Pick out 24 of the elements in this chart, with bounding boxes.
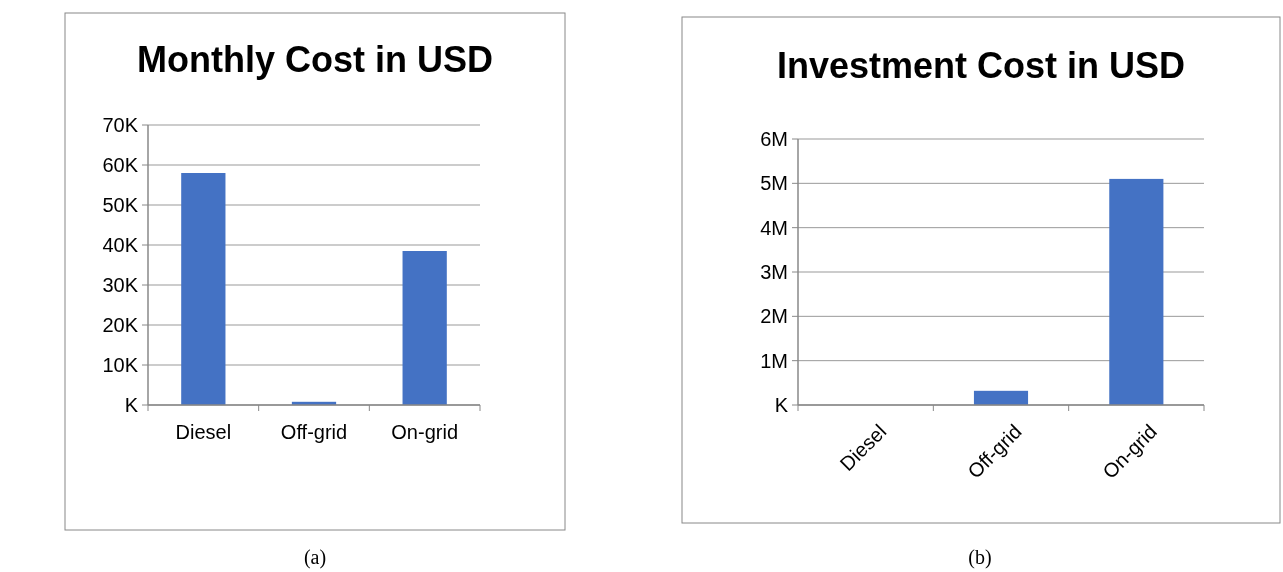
y-tick-label: 10K	[102, 354, 139, 376]
text: (b)	[968, 546, 992, 569]
y-tick-label: 30K	[102, 274, 139, 296]
x-tick-label: On-grid	[391, 421, 459, 443]
y-tick-label: 6M	[760, 128, 788, 150]
y-tick-label: 4M	[760, 216, 788, 239]
y-tick-label: 70K	[102, 114, 139, 136]
y-tick-label: 1M	[760, 349, 788, 372]
y-tick-label: 50K	[102, 194, 139, 216]
chart-title: Monthly Cost in USD	[137, 39, 493, 80]
bar	[181, 173, 226, 405]
text: (a)	[303, 546, 327, 569]
y-tick-label: K	[124, 394, 139, 416]
y-tick-label: 2M	[760, 305, 788, 328]
y-tick-label: 3M	[760, 261, 788, 283]
y-tick-label: 60K	[102, 154, 139, 176]
y-tick-label: 40K	[102, 234, 139, 256]
x-tick-label: Off-grid	[280, 421, 348, 443]
x-tick-label: Diesel	[175, 421, 232, 443]
y-tick-label: K	[774, 394, 789, 416]
chart-title: Investment Cost in USD	[776, 45, 1186, 86]
y-tick-label: 20K	[102, 314, 139, 336]
bar	[402, 251, 447, 405]
y-tick-label: 5M	[760, 172, 788, 195]
